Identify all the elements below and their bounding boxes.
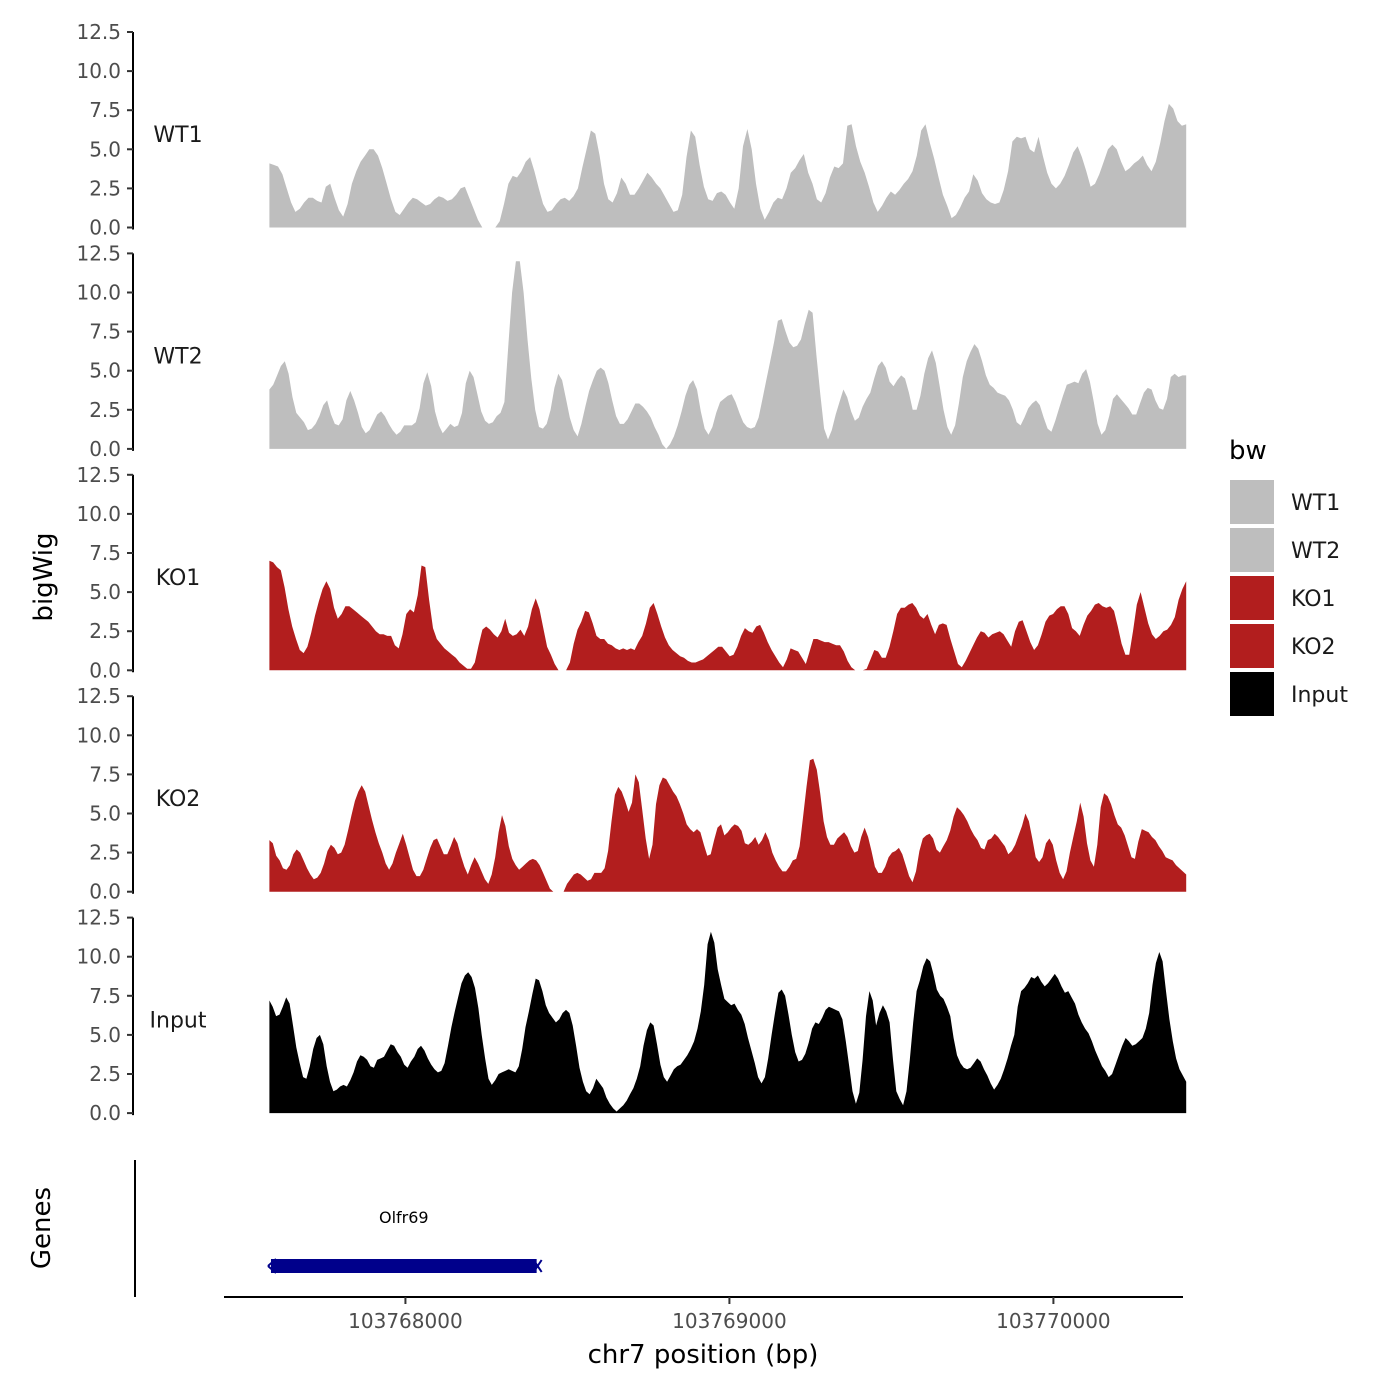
x-axis: 103768000 103769000 103770000 chr7 positio… bbox=[224, 1296, 1183, 1370]
coverage-area-ko1 bbox=[269, 560, 1187, 671]
legend-item-ko1: KO1 bbox=[1230, 576, 1336, 620]
legend: bw WT1 WT2 KO1 KO2 Input bbox=[1229, 436, 1348, 716]
legend-swatch bbox=[1230, 624, 1274, 668]
legend-label: WT2 bbox=[1291, 539, 1340, 564]
y-tick-label: 0.0 bbox=[89, 216, 121, 240]
y-tick-label: 2.5 bbox=[89, 841, 121, 865]
legend-title: bw bbox=[1229, 436, 1267, 466]
y-tick-label: 2.5 bbox=[89, 176, 121, 200]
x-axis-title: chr7 position (bp) bbox=[588, 1340, 819, 1370]
y-tick-label: 7.5 bbox=[89, 541, 121, 565]
y-tick-label: 5.0 bbox=[89, 1023, 121, 1047]
legend-label: KO1 bbox=[1291, 587, 1336, 612]
track-label: KO2 bbox=[156, 787, 201, 812]
gene-end-mark bbox=[532, 1259, 543, 1273]
coverage-area-input bbox=[269, 931, 1187, 1114]
y-tick-label: 10.0 bbox=[76, 723, 121, 747]
legend-label: WT1 bbox=[1291, 491, 1340, 516]
y-tick-label: 5.0 bbox=[89, 137, 121, 161]
legend-items: WT1 WT2 KO1 KO2 Input bbox=[1230, 480, 1348, 716]
track-input: 0.0 2.5 5.0 7.5 10.0 12.5 Input bbox=[76, 906, 1187, 1125]
gene-label: Olfr69 bbox=[379, 1208, 429, 1227]
y-tick-label: 5.0 bbox=[89, 359, 121, 383]
track-ko1: 0.0 2.5 5.0 7.5 10.0 12.5 KO1 bbox=[76, 463, 1187, 682]
y-tick-label: 12.5 bbox=[76, 241, 121, 265]
legend-item-ko2: KO2 bbox=[1230, 624, 1336, 668]
y-tick-label: 10.0 bbox=[76, 59, 121, 83]
x-tick-label: 103768000 bbox=[348, 1309, 463, 1333]
y-tick-label: 7.5 bbox=[89, 762, 121, 786]
y-tick-label: 7.5 bbox=[89, 320, 121, 344]
legend-item-wt2: WT2 bbox=[1230, 528, 1340, 572]
track-ko2: 0.0 2.5 5.0 7.5 10.0 12.5 KO2 bbox=[76, 684, 1187, 904]
coverage-area-wt1 bbox=[269, 103, 1187, 228]
track-label: Input bbox=[150, 1009, 207, 1034]
genes-axis-title: Genes bbox=[27, 1187, 57, 1269]
y-tick-label: 7.5 bbox=[89, 984, 121, 1008]
legend-label: Input bbox=[1291, 683, 1348, 708]
track-label: WT1 bbox=[153, 123, 202, 148]
genes-panel: Genes Olfr69 bbox=[27, 1160, 543, 1297]
legend-swatch bbox=[1230, 576, 1274, 620]
legend-swatch bbox=[1230, 480, 1274, 524]
y-tick-label: 2.5 bbox=[89, 1062, 121, 1086]
gene-body bbox=[270, 1259, 537, 1273]
track-wt2: 0.0 2.5 5.0 7.5 10.0 12.5 WT2 bbox=[76, 241, 1187, 461]
track-label: WT2 bbox=[153, 344, 202, 369]
y-tick-label: 12.5 bbox=[76, 20, 121, 44]
gene-marks: Olfr69 bbox=[267, 1208, 543, 1274]
y-tick-label: 5.0 bbox=[89, 802, 121, 826]
legend-swatch bbox=[1230, 672, 1274, 716]
track-label: KO1 bbox=[156, 566, 201, 591]
legend-label: KO2 bbox=[1291, 635, 1336, 660]
y-tick-label: 10.0 bbox=[76, 945, 121, 969]
legend-swatch bbox=[1230, 528, 1274, 572]
coverage-area-ko2 bbox=[269, 758, 1187, 892]
y-tick-label: 0.0 bbox=[89, 437, 121, 461]
y-tick-label: 2.5 bbox=[89, 398, 121, 422]
gene-strand-arrow bbox=[267, 1258, 277, 1274]
coverage-area-wt2 bbox=[269, 261, 1187, 449]
x-tick-label: 103770000 bbox=[996, 1309, 1111, 1333]
y-axis-title: bigWig bbox=[29, 532, 59, 621]
y-tick-label: 12.5 bbox=[76, 684, 121, 708]
y-tick-label: 12.5 bbox=[76, 906, 121, 930]
y-tick-label: 0.0 bbox=[89, 880, 121, 904]
track-wt1: 0.0 2.5 5.0 7.5 10.0 12.5 WT1 bbox=[76, 20, 1187, 240]
y-tick-label: 0.0 bbox=[89, 1101, 121, 1125]
y-tick-label: 10.0 bbox=[76, 502, 121, 526]
y-tick-label: 12.5 bbox=[76, 463, 121, 487]
y-tick-label: 0.0 bbox=[89, 658, 121, 682]
x-tick-label: 103769000 bbox=[672, 1309, 787, 1333]
tracks: 0.0 2.5 5.0 7.5 10.0 12.5 WT1 0.0 2.5 5.0 7.5 10.0 1… bbox=[76, 20, 1187, 1125]
y-tick-label: 7.5 bbox=[89, 98, 121, 122]
legend-item-input: Input bbox=[1230, 672, 1348, 716]
legend-item-wt1: WT1 bbox=[1230, 480, 1340, 524]
y-tick-label: 2.5 bbox=[89, 619, 121, 643]
x-ticks: 103768000 103769000 103770000 bbox=[348, 1297, 1111, 1333]
y-tick-label: 5.0 bbox=[89, 580, 121, 604]
y-tick-label: 10.0 bbox=[76, 281, 121, 305]
